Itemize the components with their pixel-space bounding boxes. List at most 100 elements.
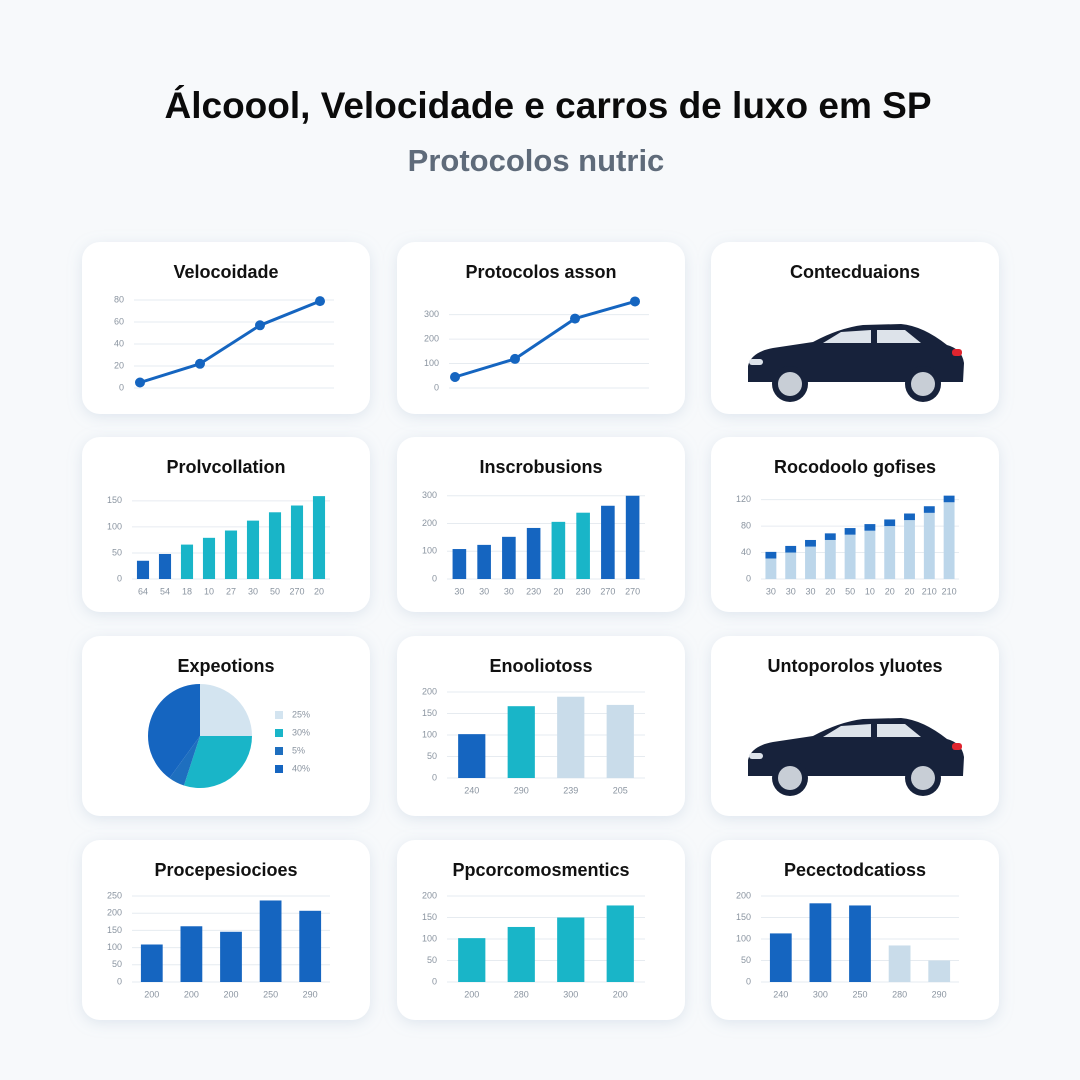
pie-slice	[148, 684, 200, 779]
card-title: Rocodoolo gofises	[774, 457, 936, 477]
y-tick-label: 250	[107, 890, 122, 900]
bar-segment	[923, 506, 935, 513]
legend-swatch	[275, 711, 283, 719]
bar-segment	[844, 528, 856, 535]
car-hub	[778, 372, 802, 396]
bar-segment	[824, 533, 836, 540]
x-tick-label: 20	[825, 586, 835, 596]
card	[82, 242, 370, 414]
car-window	[823, 330, 871, 343]
card-title: Prolvcollation	[166, 457, 285, 477]
bar	[502, 536, 516, 579]
x-tick-label: 230	[526, 586, 541, 596]
x-tick-label: 54	[160, 586, 170, 596]
bar	[202, 537, 216, 579]
bar	[625, 495, 640, 579]
x-tick-label: 30	[479, 586, 489, 596]
bar-segment	[844, 534, 856, 579]
x-tick-label: 20	[314, 586, 324, 596]
bar	[601, 505, 615, 579]
bar	[477, 544, 491, 579]
x-tick-label: 250	[263, 989, 278, 999]
bar-segment	[904, 520, 915, 579]
y-tick-label: 40	[114, 338, 124, 348]
x-tick-label: 240	[464, 785, 479, 795]
point	[570, 313, 580, 324]
card-title: Enooliotoss	[490, 656, 593, 676]
bar-segment	[785, 552, 797, 579]
x-tick-label: 210	[922, 586, 937, 596]
legend-label: 5%	[292, 745, 305, 755]
y-tick-label: 60	[114, 316, 124, 326]
bar	[606, 905, 634, 982]
bar	[576, 512, 590, 579]
y-tick-label: 200	[107, 908, 122, 918]
y-tick-label: 40	[741, 547, 751, 557]
car-light	[952, 743, 962, 750]
bar	[769, 933, 792, 982]
bar-segment	[805, 539, 816, 547]
x-tick-label: 30	[248, 586, 258, 596]
card-title: Pecectodcatioss	[784, 860, 926, 880]
x-tick-label: 290	[303, 989, 318, 999]
y-tick-label: 150	[422, 708, 437, 718]
bar-segment	[805, 546, 816, 579]
x-tick-label: 64	[138, 586, 148, 596]
x-tick-label: 20	[904, 586, 914, 596]
bar	[158, 553, 172, 579]
point	[195, 358, 205, 369]
x-tick-label: 18	[182, 586, 192, 596]
y-tick-label: 200	[422, 518, 437, 528]
card-title: Untoporolos yluotes	[768, 656, 943, 676]
y-tick-label: 50	[741, 955, 751, 965]
bar	[557, 917, 585, 982]
y-tick-label: 100	[424, 358, 439, 368]
bar	[140, 944, 163, 982]
x-tick-label: 280	[892, 989, 907, 999]
bar	[312, 496, 326, 579]
bar	[507, 926, 535, 982]
legend-label: 40%	[292, 763, 310, 773]
x-tick-label: 200	[144, 989, 159, 999]
bar-segment	[943, 495, 955, 503]
x-tick-label: 270	[289, 586, 304, 596]
x-tick-label: 240	[773, 989, 788, 999]
bar	[606, 704, 634, 778]
y-tick-label: 0	[117, 573, 122, 583]
bar-segment	[923, 512, 935, 579]
point	[630, 296, 640, 307]
x-tick-label: 10	[865, 586, 875, 596]
legend-swatch	[275, 729, 283, 737]
x-tick-label: 280	[514, 989, 529, 999]
x-tick-label: 30	[766, 586, 776, 596]
x-tick-label: 290	[932, 989, 947, 999]
y-tick-label: 0	[432, 573, 437, 583]
x-tick-label: 10	[204, 586, 214, 596]
bar-segment	[824, 539, 836, 579]
bar	[180, 544, 194, 579]
bar	[526, 527, 541, 579]
y-tick-label: 100	[736, 933, 751, 943]
x-tick-label: 30	[805, 586, 815, 596]
x-tick-label: 230	[576, 586, 591, 596]
bar	[246, 520, 260, 579]
x-tick-label: 200	[613, 989, 628, 999]
car-hub	[778, 766, 802, 790]
card-title: Velocoidade	[173, 262, 278, 282]
legend-label: 25%	[292, 709, 310, 719]
x-tick-label: 300	[813, 989, 828, 999]
point	[135, 377, 145, 388]
y-tick-label: 100	[107, 521, 122, 531]
car-hub	[911, 766, 935, 790]
y-tick-label: 120	[736, 494, 751, 504]
y-tick-label: 150	[107, 925, 122, 935]
y-tick-label: 100	[107, 942, 122, 952]
point	[450, 372, 460, 382]
point	[510, 353, 520, 364]
x-tick-label: 20	[553, 586, 563, 596]
y-tick-label: 50	[427, 751, 437, 761]
car-hub	[911, 372, 935, 396]
y-tick-label: 100	[422, 729, 437, 739]
